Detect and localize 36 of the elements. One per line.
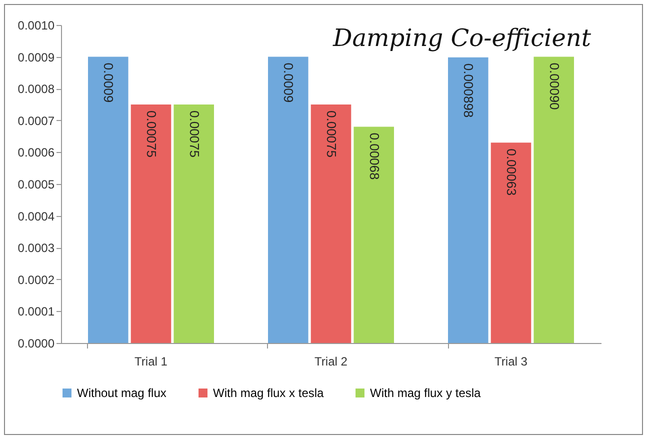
data-label: 0.00075	[324, 110, 339, 158]
data-label: 0.0009	[101, 62, 116, 103]
data-label: 0.00090	[546, 62, 562, 110]
y-tick-label: 0.0005	[18, 178, 55, 192]
bar	[310, 104, 352, 343]
legend-label: With mag flux y tesla	[370, 386, 482, 400]
bar	[448, 57, 488, 343]
y-tick-label: 0.0001	[18, 304, 55, 319]
bar	[490, 142, 532, 343]
y-tick-label: 0.0004	[18, 209, 55, 224]
y-tick-label: 0.0009	[18, 50, 55, 64]
bar	[534, 56, 574, 343]
x-tick-label: Trial 3	[494, 354, 528, 368]
data-label: 0.00068	[366, 132, 382, 180]
x-tick-label: Trial 1	[134, 354, 168, 368]
data-label: 0.000898	[461, 63, 476, 118]
legend-label: With mag flux x tesla	[213, 386, 324, 400]
data-label: 0.0009	[281, 62, 296, 103]
data-label: 0.00075	[144, 110, 159, 158]
y-tick-label: 0.0006	[18, 146, 55, 160]
data-label: 0.00075	[186, 110, 202, 158]
bar	[174, 104, 214, 343]
bar	[268, 56, 308, 343]
y-tick-label: 0.0007	[18, 114, 55, 128]
y-tick-label: 0.0010	[18, 18, 55, 32]
bar	[354, 126, 394, 343]
legend-label: Without mag flux	[77, 386, 166, 400]
y-tick-label: 0.0002	[18, 272, 55, 287]
y-tick-label: 0.0008	[18, 82, 55, 96]
bar	[130, 104, 172, 343]
y-tick-label: 0.0000	[18, 336, 55, 350]
chart-title: Damping Co-efficient	[332, 24, 592, 52]
bar	[88, 56, 128, 343]
data-label: 0.00063	[504, 148, 519, 196]
x-tick-label: Trial 2	[314, 354, 348, 368]
y-tick-label: 0.0003	[18, 241, 55, 256]
